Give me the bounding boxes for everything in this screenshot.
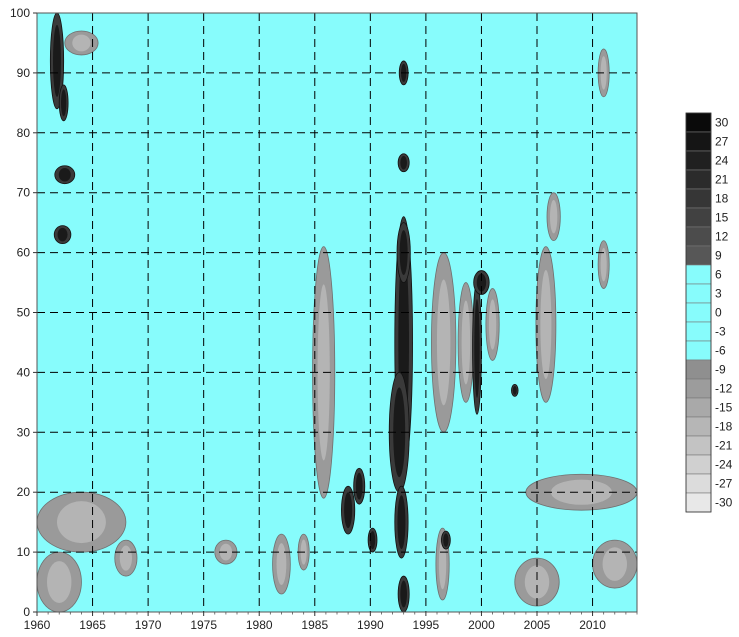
y-tick-label: 90 — [17, 66, 31, 80]
positive-contour-core — [58, 228, 68, 241]
negative-contour-core — [525, 565, 549, 599]
x-tick-label: 2005 — [524, 618, 551, 632]
negative-contour-core — [120, 546, 132, 571]
color-legend: 302724211815129630-3-6-9-12-15-18-21-24-… — [686, 113, 733, 512]
negative-contour-core — [57, 501, 106, 543]
legend-label: -15 — [715, 401, 733, 415]
positive-contour-core — [59, 168, 71, 181]
legend-label: -12 — [715, 382, 733, 396]
legend-label: 18 — [715, 192, 729, 206]
legend-swatch — [686, 379, 711, 398]
x-tick-label: 1985 — [301, 618, 328, 632]
legend-swatch — [686, 265, 711, 284]
negative-contour-core — [462, 301, 471, 385]
legend-label: -24 — [715, 458, 733, 472]
legend-label: 3 — [715, 287, 722, 301]
negative-contour-core — [550, 200, 557, 234]
legend-swatch — [686, 398, 711, 417]
x-tick-label: 1990 — [357, 618, 384, 632]
legend-swatch — [686, 322, 711, 341]
legend-swatch — [686, 417, 711, 436]
legend-label: -9 — [715, 363, 726, 377]
y-tick-label: 70 — [17, 186, 31, 200]
legend-swatch — [686, 227, 711, 246]
x-tick-label: 1975 — [190, 618, 217, 632]
legend-label: 0 — [715, 306, 722, 320]
x-tick-label: 2000 — [468, 618, 495, 632]
negative-contour-core — [437, 280, 450, 406]
legend-swatch — [686, 284, 711, 303]
y-tick-label: 40 — [17, 365, 31, 379]
negative-contour-core — [47, 561, 71, 603]
positive-contour-core — [356, 473, 363, 500]
legend-swatch — [686, 360, 711, 379]
negative-contour-core — [277, 543, 287, 585]
legend-swatch — [686, 151, 711, 170]
y-tick-label: 80 — [17, 126, 31, 140]
y-tick-label: 10 — [17, 545, 31, 559]
positive-contour-core — [400, 581, 407, 608]
legend-swatch — [686, 113, 711, 132]
negative-contour-core — [489, 299, 496, 349]
legend-swatch — [686, 246, 711, 265]
positive-contour-core — [474, 299, 479, 398]
y-tick-label: 30 — [17, 425, 31, 439]
legend-label: 15 — [715, 211, 729, 225]
legend-label: 24 — [715, 154, 729, 168]
legend-label: 21 — [715, 173, 729, 187]
x-tick-label: 2010 — [579, 618, 606, 632]
y-tick-label: 20 — [17, 485, 31, 499]
legend-label: -3 — [715, 325, 726, 339]
x-tick-label: 1995 — [413, 618, 440, 632]
legend-swatch — [686, 170, 711, 189]
positive-contour-core — [344, 492, 352, 528]
legend-swatch — [686, 303, 711, 322]
positive-contour-core — [513, 386, 517, 395]
legend-label: -30 — [715, 496, 733, 510]
positive-contour-core — [400, 156, 407, 169]
y-tick-label: 100 — [10, 6, 30, 20]
x-tick-label: 1970 — [135, 618, 162, 632]
legend-swatch — [686, 341, 711, 360]
y-tick-label: 50 — [17, 306, 31, 320]
x-tick-label: 1960 — [24, 618, 51, 632]
legend-swatch — [686, 208, 711, 227]
positive-contour-core — [397, 495, 405, 549]
legend-label: 6 — [715, 268, 722, 282]
plot-area — [37, 13, 637, 612]
legend-swatch — [686, 493, 711, 512]
legend-label: 12 — [715, 230, 729, 244]
negative-contour-core — [540, 270, 551, 379]
legend-label: 27 — [715, 135, 729, 149]
legend-label: -6 — [715, 344, 726, 358]
positive-contour-core — [61, 89, 66, 116]
legend-label: -27 — [715, 477, 733, 491]
y-tick-label: 60 — [17, 246, 31, 260]
y-tick-label: 0 — [23, 605, 30, 619]
legend-swatch — [686, 436, 711, 455]
legend-swatch — [686, 132, 711, 151]
x-tick-label: 1980 — [246, 618, 273, 632]
legend-swatch — [686, 189, 711, 208]
negative-contour-core — [72, 35, 90, 52]
legend-label: -21 — [715, 439, 733, 453]
legend-swatch — [686, 474, 711, 493]
legend-label: 30 — [715, 116, 729, 130]
legend-label: 9 — [715, 249, 722, 263]
positive-contour-core — [53, 25, 61, 97]
positive-contour-core — [443, 533, 448, 546]
x-tick-label: 1965 — [79, 618, 106, 632]
legend-label: -18 — [715, 420, 733, 434]
legend-swatch — [686, 455, 711, 474]
